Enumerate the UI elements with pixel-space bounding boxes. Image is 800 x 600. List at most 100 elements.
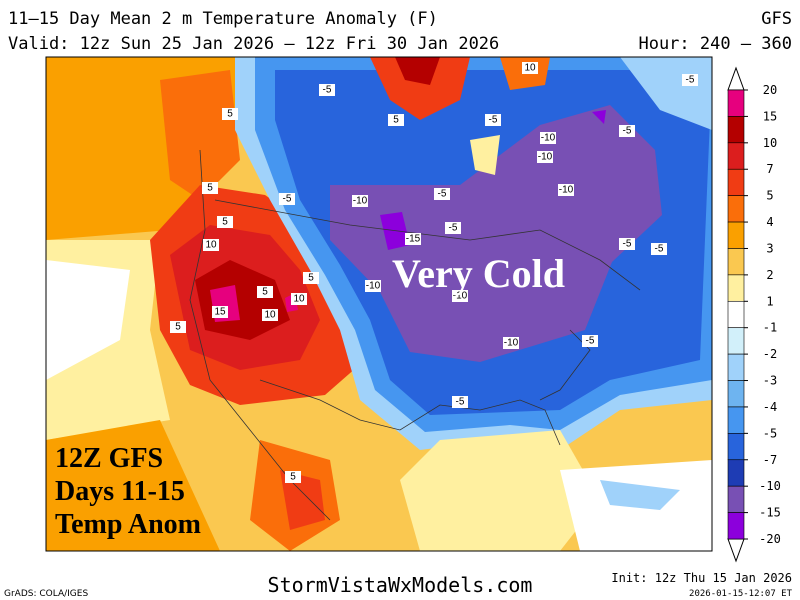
- contour-label: -5: [686, 75, 695, 86]
- label-box: [582, 335, 598, 347]
- init: Init: 12z Thu 15 Jan 2026: [611, 571, 792, 585]
- contour-label: 5: [262, 287, 268, 298]
- contour-label: -5: [449, 223, 458, 234]
- contour-label: 10: [205, 240, 217, 251]
- contour-label: 10: [264, 310, 276, 321]
- colorbar-label: 20: [763, 83, 777, 97]
- colorbar-label: -4: [763, 400, 777, 414]
- label-box: [212, 306, 228, 318]
- label-box: [203, 239, 219, 251]
- contour-label: 5: [290, 472, 296, 483]
- site: StormVistaWxModels.com: [268, 573, 533, 597]
- colorbar-swatch: [727, 116, 745, 144]
- timestamp: 2026-01-15-12:07 ET: [689, 589, 793, 599]
- label-box: [217, 216, 233, 228]
- contour-label: 15: [214, 307, 226, 318]
- label-box: [522, 62, 538, 74]
- label-box: [452, 290, 468, 302]
- colorbar-label: -7: [763, 453, 777, 467]
- label-box: [682, 74, 698, 86]
- contour-label: 10: [293, 294, 305, 305]
- colorbar-swatch: [727, 406, 745, 434]
- label-box: [279, 193, 295, 205]
- label-box: [388, 114, 404, 126]
- colorbar-end: [727, 538, 745, 563]
- valid: Valid: 12z Sun 25 Jan 2026 – 12z Fri 30 …: [8, 34, 499, 54]
- label-box: [651, 243, 667, 255]
- colorbar-label: 2: [766, 268, 773, 282]
- contour-label: -5: [623, 126, 632, 137]
- contour-label: -5: [323, 85, 332, 96]
- caption-line: Temp Anom: [55, 509, 201, 540]
- colorbar-label: -2: [763, 347, 777, 361]
- colorbar-swatch: [727, 195, 745, 223]
- colorbar-label: -3: [763, 374, 777, 388]
- colorbar-swatch: [727, 485, 745, 513]
- contour-label: 5: [308, 273, 314, 284]
- colorbar-label: -15: [759, 506, 781, 520]
- contour-label: -5: [283, 194, 292, 205]
- contour-label: -5: [456, 397, 465, 408]
- label-box: [537, 151, 553, 163]
- colorbar-swatch: [727, 221, 745, 249]
- colorbar-label: -10: [759, 479, 781, 493]
- label-box: [202, 182, 218, 194]
- colorbar-label: -20: [759, 532, 781, 546]
- label-box: [365, 280, 381, 292]
- contour-label: -15: [406, 234, 421, 245]
- colorbar-swatch: [727, 459, 745, 487]
- colorbar-label: 15: [763, 109, 777, 123]
- colorbar-label: -1: [763, 321, 777, 335]
- label-box: [303, 272, 319, 284]
- colorbar-label: -5: [763, 426, 777, 440]
- contour-label: 5: [227, 109, 233, 120]
- colorbar-label: 5: [766, 189, 773, 203]
- label-box: [262, 309, 278, 321]
- label-box: [319, 84, 335, 96]
- label-box: [503, 337, 519, 349]
- label-box: [257, 286, 273, 298]
- label-box: [434, 188, 450, 200]
- colorbar-label: 7: [766, 162, 773, 176]
- model: GFS: [761, 9, 792, 29]
- contour-label: -5: [586, 336, 595, 347]
- caption-line: Days 11-15: [55, 476, 185, 507]
- map-frame: [45, 56, 713, 552]
- contour-label: -10: [366, 281, 381, 292]
- label-box: [558, 184, 574, 196]
- label-box: [285, 471, 301, 483]
- contour-label: -10: [353, 196, 368, 207]
- colorbar-label: 3: [766, 241, 773, 255]
- label-box: [352, 195, 368, 207]
- colorbar-swatch: [727, 274, 745, 302]
- contour-label: 5: [175, 322, 181, 333]
- colorbar-label: 10: [763, 136, 777, 150]
- label-box: [445, 222, 461, 234]
- colorbar-swatch: [727, 248, 745, 276]
- caption-line: 12Z GFS: [55, 443, 163, 474]
- contour-label: 5: [207, 183, 213, 194]
- colorbar-swatch: [727, 89, 745, 117]
- contour-label: -10: [504, 338, 519, 349]
- label-box: [619, 238, 635, 250]
- colorbar-swatch: [727, 168, 745, 196]
- colorbar-swatch: [727, 433, 745, 461]
- label-box: [452, 396, 468, 408]
- contour-label: -5: [489, 115, 498, 126]
- label-box: [222, 108, 238, 120]
- contour-label: 5: [222, 217, 228, 228]
- colorbar-swatch: [727, 327, 745, 355]
- colorbar-swatch: [727, 353, 745, 381]
- label-box: [485, 114, 501, 126]
- annotation: Very Cold: [392, 251, 565, 296]
- contour-label: -10: [453, 291, 468, 302]
- colorbar-end: [727, 66, 745, 91]
- colorbar-swatch: [727, 300, 745, 329]
- label-box: [540, 132, 556, 144]
- contour-label: -5: [623, 239, 632, 250]
- colorbar-swatch: [727, 380, 745, 408]
- contour-label: -10: [538, 152, 553, 163]
- contour-label: -10: [541, 133, 556, 144]
